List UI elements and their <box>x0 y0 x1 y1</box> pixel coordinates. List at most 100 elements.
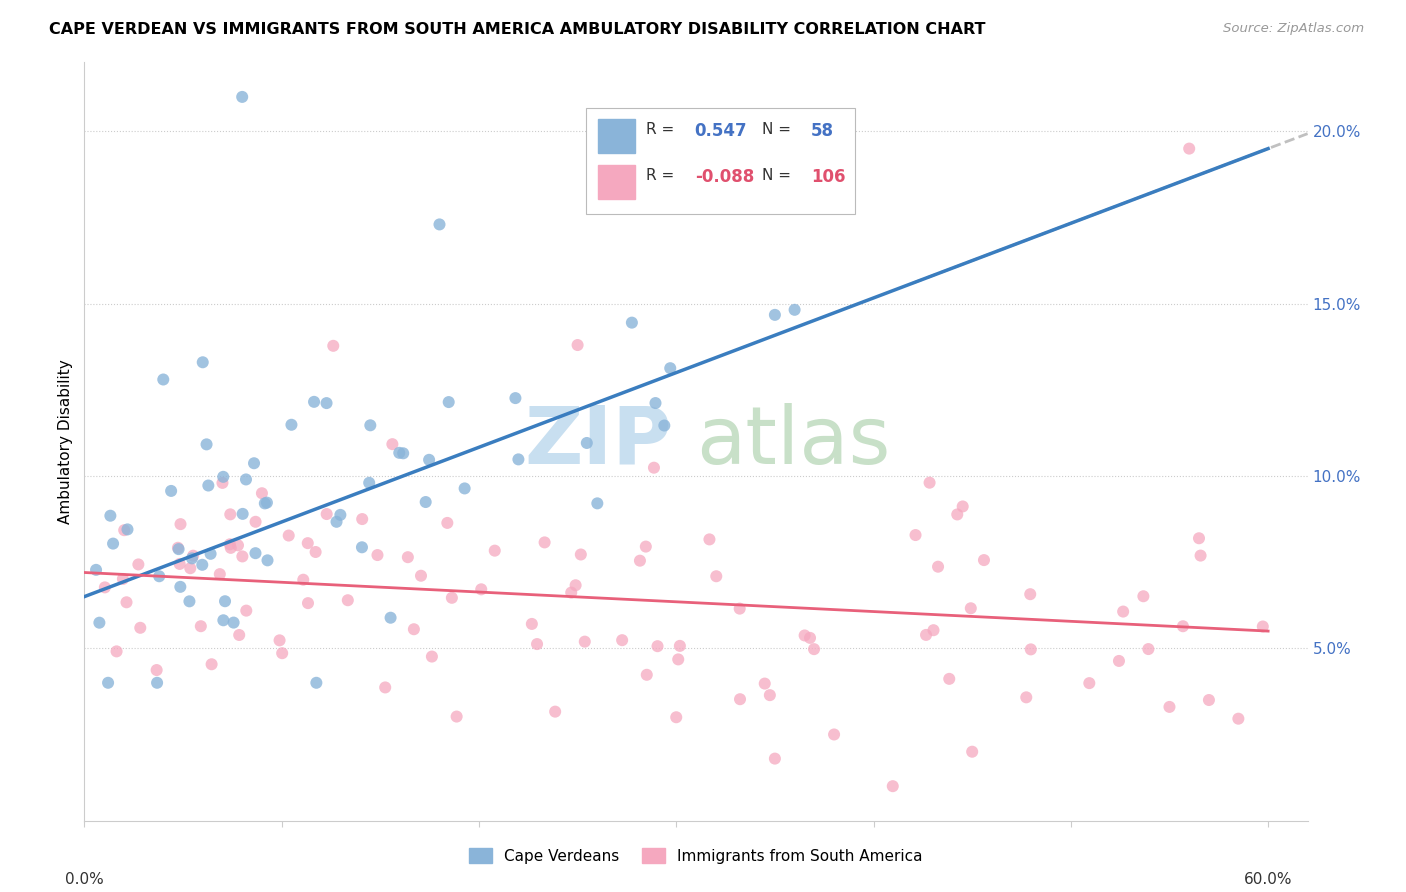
Point <box>256 553 278 567</box>
Bar <box>598 165 636 199</box>
Point <box>728 601 751 615</box>
Point <box>101 536 124 550</box>
Point <box>1159 699 1181 714</box>
Point <box>297 596 319 610</box>
Point <box>269 633 291 648</box>
Point <box>179 594 201 608</box>
Point <box>329 508 352 522</box>
Point <box>669 639 692 653</box>
Point <box>235 604 257 618</box>
Point <box>304 545 326 559</box>
Point <box>245 546 267 560</box>
Point <box>436 516 458 530</box>
Point <box>366 548 388 562</box>
Point <box>409 568 432 582</box>
Point <box>666 652 689 666</box>
Point <box>226 538 249 552</box>
Point <box>904 528 927 542</box>
Point <box>1189 549 1212 563</box>
Point <box>232 507 254 521</box>
Point <box>938 672 960 686</box>
Point <box>250 486 273 500</box>
Point <box>484 543 506 558</box>
Point <box>470 582 492 597</box>
Point <box>453 482 475 496</box>
Point <box>297 536 319 550</box>
Point <box>195 437 218 451</box>
Point <box>508 452 530 467</box>
Point <box>586 496 609 510</box>
Point <box>305 675 328 690</box>
Point <box>219 541 242 555</box>
Point <box>245 515 267 529</box>
Point <box>505 391 527 405</box>
Bar <box>598 120 636 153</box>
Point <box>569 548 592 562</box>
Point <box>567 338 589 352</box>
Point <box>960 745 983 759</box>
Point <box>1251 619 1274 633</box>
Point <box>214 594 236 608</box>
Point <box>231 90 253 104</box>
Point <box>271 646 294 660</box>
Point <box>628 554 651 568</box>
Point <box>169 580 191 594</box>
Point <box>235 472 257 486</box>
Text: 60.0%: 60.0% <box>1244 872 1292 888</box>
Point <box>544 705 567 719</box>
Point <box>302 395 325 409</box>
Point <box>763 308 786 322</box>
Point <box>1171 619 1194 633</box>
Text: R =: R = <box>645 168 673 183</box>
Point <box>160 483 183 498</box>
Point <box>882 779 904 793</box>
Point <box>181 549 204 563</box>
Point <box>212 613 235 627</box>
Point <box>94 580 117 594</box>
Point <box>280 417 302 432</box>
Point <box>208 567 231 582</box>
Point <box>636 667 658 681</box>
FancyBboxPatch shape <box>586 108 855 214</box>
Point <box>129 621 152 635</box>
Point <box>191 355 214 369</box>
Text: 58: 58 <box>811 122 834 140</box>
Point <box>145 663 167 677</box>
Point <box>620 316 643 330</box>
Point <box>197 478 219 492</box>
Point <box>115 595 138 609</box>
Point <box>350 541 373 555</box>
Point <box>211 475 233 490</box>
Point <box>352 512 374 526</box>
Point <box>200 657 222 672</box>
Point <box>117 523 139 537</box>
Point <box>652 418 675 433</box>
Point <box>927 559 949 574</box>
Point <box>381 437 404 451</box>
Point <box>520 616 543 631</box>
Point <box>418 452 440 467</box>
Point <box>212 470 235 484</box>
Text: Source: ZipAtlas.com: Source: ZipAtlas.com <box>1223 22 1364 36</box>
Point <box>973 553 995 567</box>
Point <box>97 675 120 690</box>
Point <box>533 535 555 549</box>
Text: atlas: atlas <box>696 402 890 481</box>
Point <box>634 540 657 554</box>
Point <box>610 633 633 648</box>
Point <box>359 418 381 433</box>
Point <box>89 615 111 630</box>
Point <box>1227 712 1250 726</box>
Point <box>380 611 402 625</box>
Point <box>783 302 806 317</box>
Point <box>560 585 582 599</box>
Point <box>359 475 381 490</box>
Point <box>253 496 276 510</box>
Text: N =: N = <box>762 168 792 183</box>
Point <box>169 557 191 571</box>
Point <box>644 396 666 410</box>
Point <box>98 508 121 523</box>
Point <box>169 517 191 532</box>
Point <box>336 593 359 607</box>
Point <box>315 507 337 521</box>
